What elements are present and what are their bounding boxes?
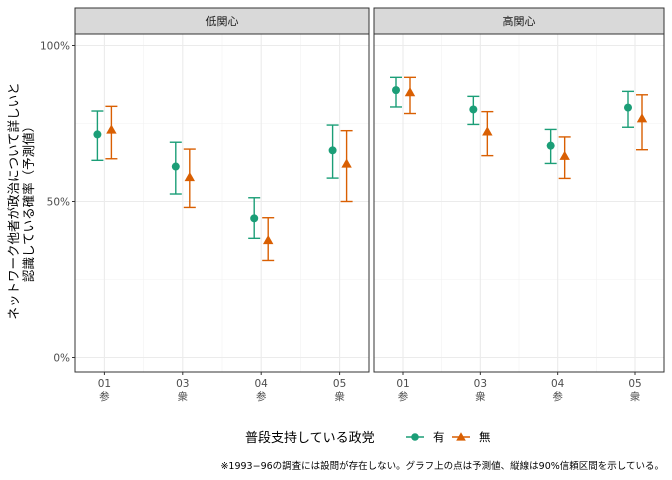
- panel-border: [373, 33, 665, 373]
- data-point: [469, 105, 478, 114]
- data-point: [263, 234, 274, 245]
- y-axis-title-line2: 認識している確率（予測値）: [21, 120, 36, 282]
- legend: 普段支持している政党 有 無: [245, 430, 491, 446]
- legend-key-marker: [456, 432, 466, 441]
- data-point: [482, 126, 493, 136]
- legend-label: 有: [433, 430, 445, 444]
- legend-item-yes: 有: [406, 430, 445, 444]
- x-tick-label-type: 衆: [178, 390, 189, 403]
- data-point: [392, 86, 400, 95]
- series-yes: [390, 76, 634, 165]
- legend-title: 普段支持している政党: [245, 431, 375, 446]
- data-point: [636, 113, 648, 123]
- legend-item-no: 無: [452, 430, 491, 444]
- series-no: [105, 105, 353, 262]
- facet-strip: [74, 7, 370, 35]
- x-tick-label-type: 衆: [630, 390, 641, 403]
- facet-strip-label: 高関心: [503, 14, 536, 28]
- facet-strip-label: 低関心: [206, 15, 239, 28]
- data-point: [171, 162, 180, 171]
- legend-label: 無: [479, 430, 491, 444]
- x-tick-label-year: 04: [255, 378, 269, 390]
- data-point: [106, 124, 117, 134]
- data-point: [328, 146, 337, 155]
- x-tick-label-type: 参: [99, 390, 110, 403]
- data-point: [404, 87, 416, 97]
- series-yes: [91, 110, 339, 240]
- data-point: [250, 214, 259, 223]
- x-tick-label-type: 参: [398, 390, 409, 403]
- data-point: [546, 141, 555, 150]
- x-tick-label-type: 衆: [475, 390, 486, 403]
- y-axis: 0% 50% 100%: [40, 41, 75, 365]
- data-point: [341, 158, 352, 168]
- data-point: [624, 103, 632, 112]
- caption: ※1993−96の調査には設問が存在しない。グラフ上の点は予測値、縦線は90%信…: [220, 460, 664, 472]
- x-tick-label-year: 01: [396, 378, 409, 390]
- data-point: [93, 130, 102, 139]
- y-axis-title-line1: ネットワーク他者が政治について詳しいと: [6, 82, 21, 319]
- data-point: [559, 150, 570, 160]
- x-tick-label-year: 03: [474, 378, 487, 390]
- x-tick-label-year: 05: [628, 378, 641, 390]
- y-tick-label: 100%: [40, 41, 70, 53]
- facet-strip: [373, 7, 665, 35]
- y-tick-label: 50%: [47, 197, 70, 209]
- x-tick-label-year: 03: [176, 378, 189, 390]
- legend-key-marker: [411, 433, 419, 441]
- y-tick-label: 0%: [53, 353, 70, 365]
- x-tick-label-year: 04: [551, 378, 565, 390]
- x-tick-label-type: 参: [552, 390, 563, 403]
- series-no: [404, 76, 648, 180]
- data-point: [184, 171, 195, 182]
- x-tick-label-year: 05: [333, 378, 346, 390]
- x-tick-label-year: 01: [98, 378, 111, 390]
- x-tick-label-type: 衆: [334, 390, 345, 403]
- x-tick-label-type: 参: [256, 390, 267, 403]
- panel-border: [74, 33, 370, 373]
